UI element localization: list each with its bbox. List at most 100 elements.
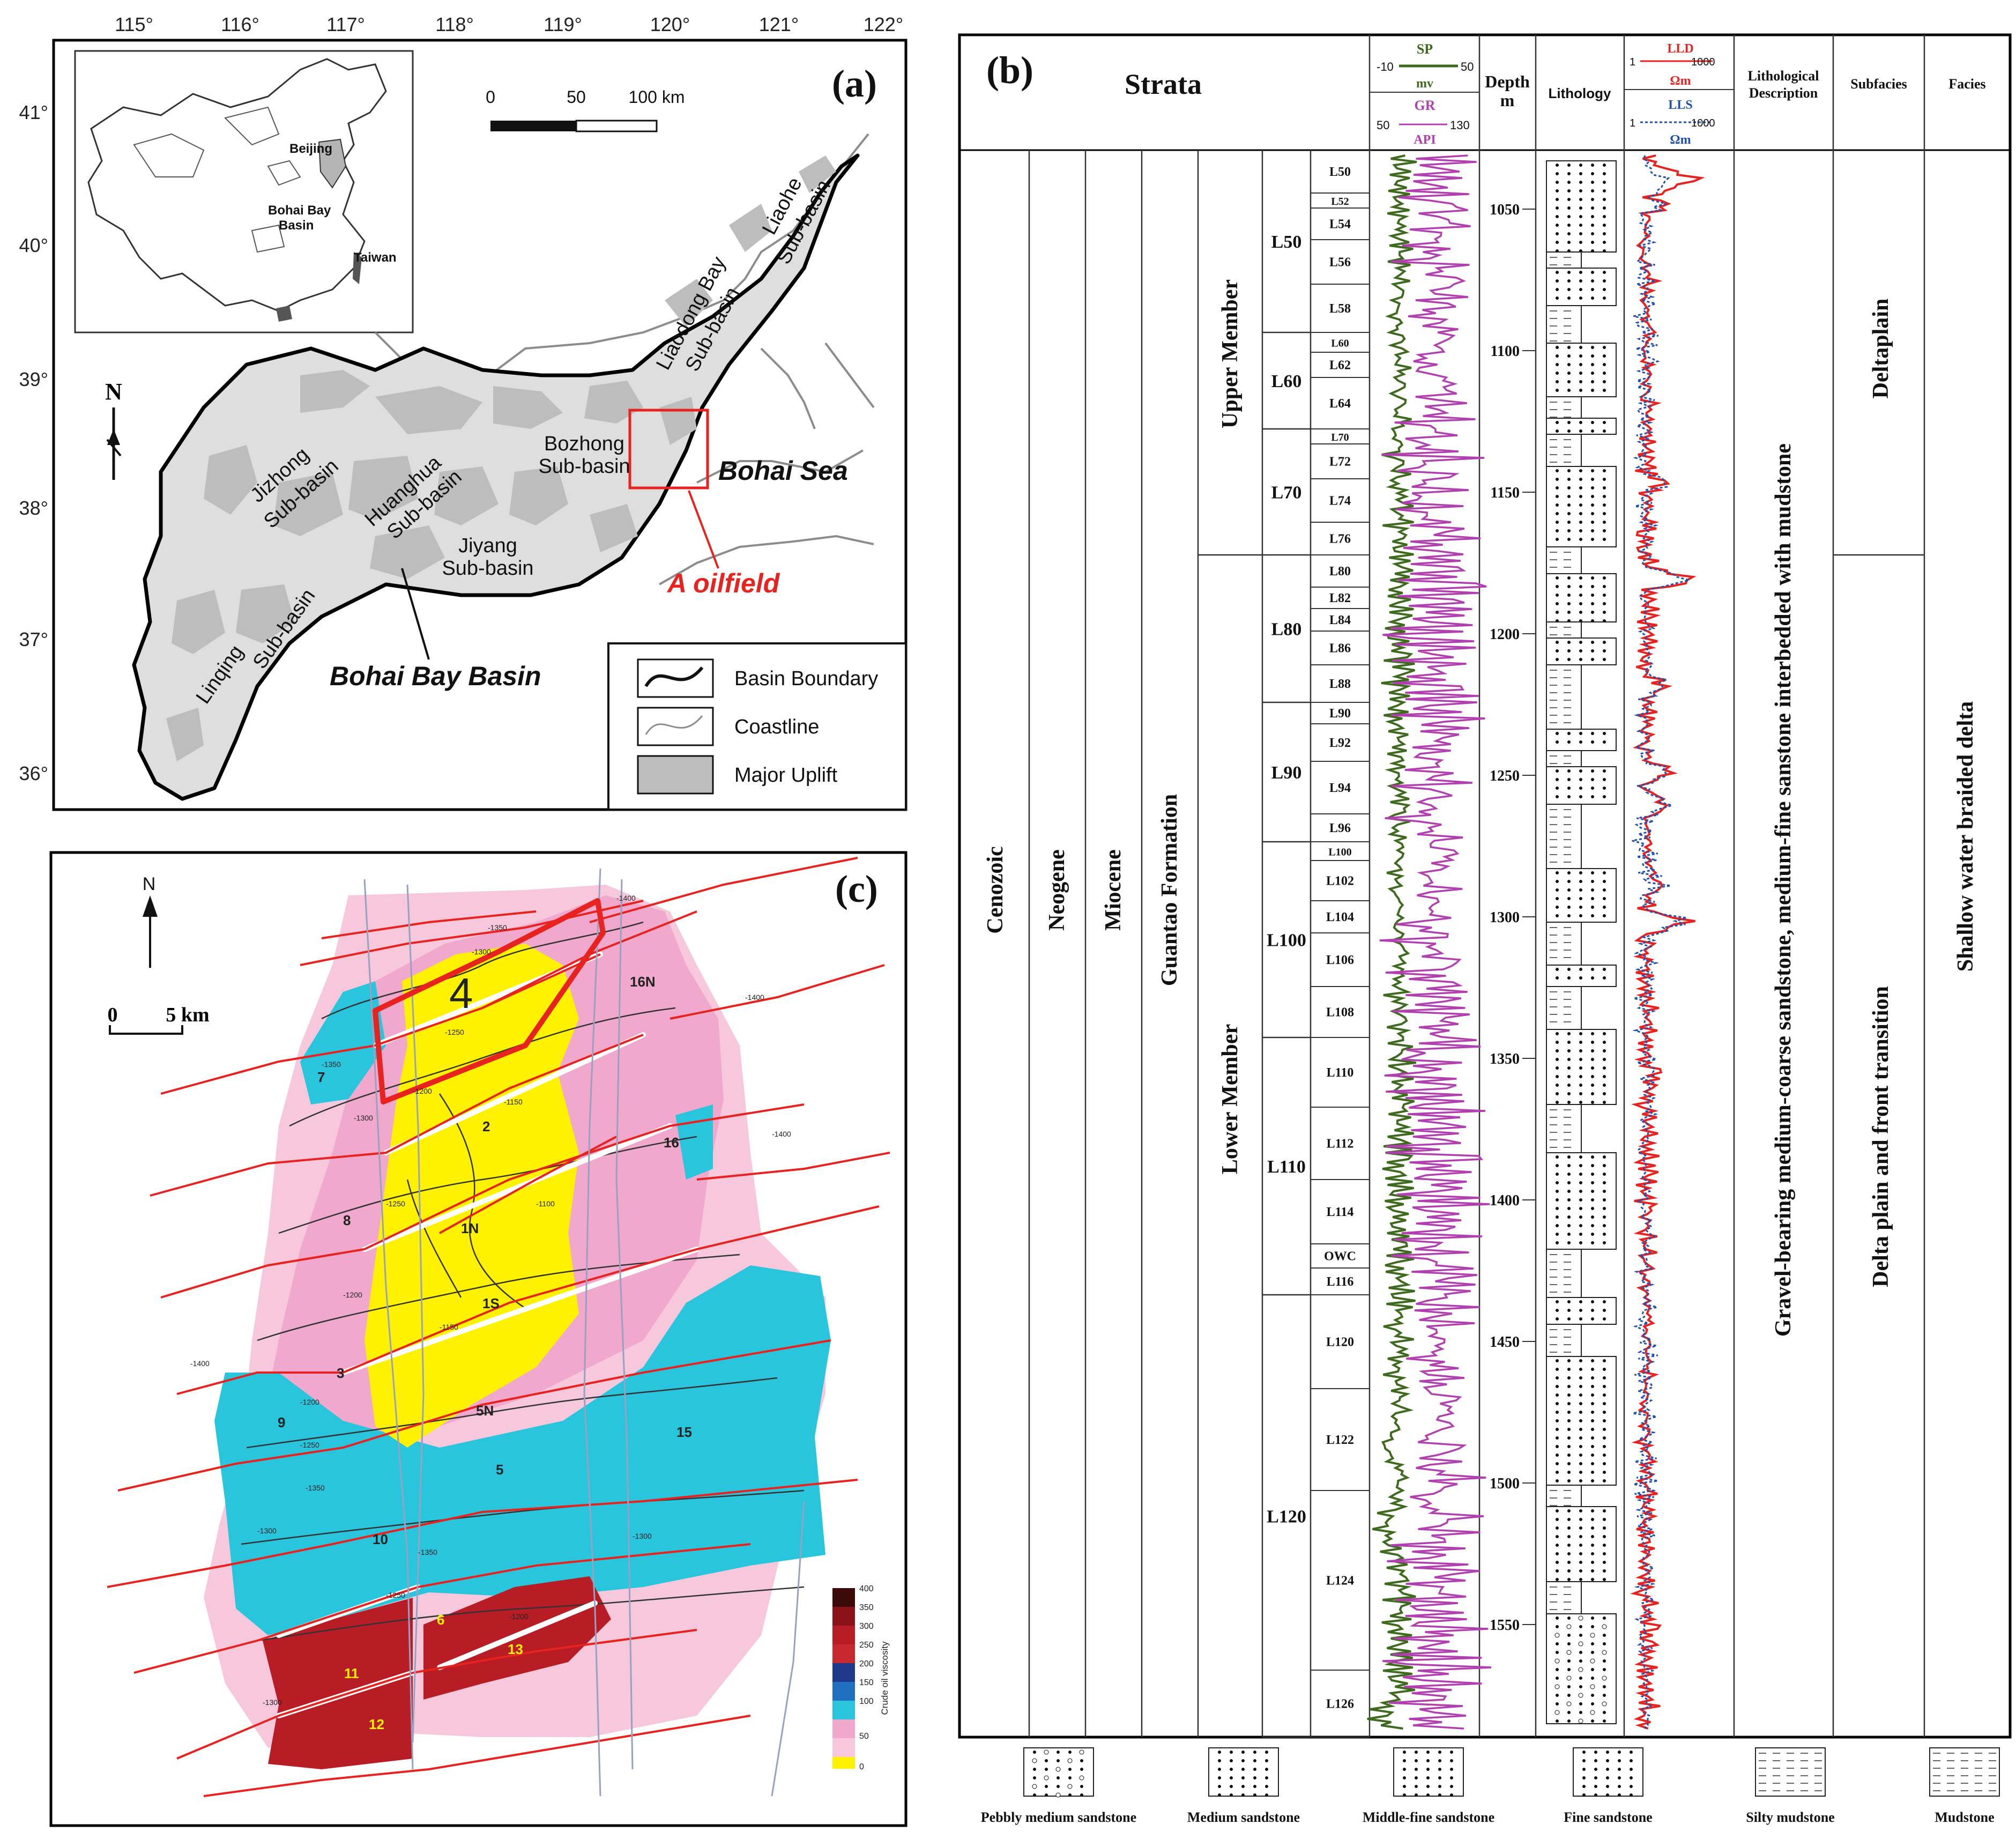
group-label: L90 [1271,763,1302,783]
label-formation: Guantao Formation [1157,794,1182,986]
svg-text:GR: GR [1415,98,1435,113]
svg-text:50: 50 [1461,60,1474,73]
block-2: 2 [482,1118,490,1134]
inset-map: Beijing Bohai Bay Basin Taiwan [74,50,414,333]
inset-label-taiwan: Taiwan [354,250,397,265]
column-dividers [1028,35,1925,1737]
basin-leader [401,568,430,660]
layer-label: L90 [1329,707,1351,721]
svg-text:-1300: -1300 [633,1532,652,1540]
block-4-outline [373,898,606,1104]
svg-text:400: 400 [859,1584,874,1593]
panel-a-label: (a) [832,62,877,105]
group-label: L50 [1271,232,1302,252]
svg-text:-1350: -1350 [418,1548,437,1556]
layer-label: L80 [1329,565,1351,579]
panel-a-map: 115° 116° 117° 118° 119° 120° 121° 122° … [19,13,907,811]
block-13: 13 [508,1641,523,1657]
subfacies-deltaplain: Deltaplain [1869,299,1893,399]
svg-text:-1400: -1400 [190,1359,210,1368]
lat-label: 37° [19,628,48,650]
svg-text:300: 300 [859,1622,874,1631]
header-facies: Facies [1948,76,1985,92]
svg-text:50: 50 [1377,118,1389,132]
block-16: 16 [664,1134,679,1151]
label-jiyang: Jiyang [458,535,517,557]
layer-label: L60 [1331,338,1349,350]
block-numbers-red: 6 13 11 12 [344,1612,523,1732]
layer-label: L88 [1329,677,1351,691]
svg-text:0: 0 [108,1004,118,1026]
layer-label: L70 [1331,432,1349,443]
block-1s: 1S [482,1295,500,1311]
svg-text:130: 130 [1450,118,1470,132]
svg-text:Ωm: Ωm [1670,74,1691,88]
layer-label: L96 [1329,821,1351,835]
depth-label: 1400 [1490,1192,1520,1209]
layer-label: L94 [1329,781,1351,795]
scale-bar: 0 50 100 km [486,87,685,132]
inset-region [251,224,285,253]
scale-label: 50 [567,87,586,107]
panel-b-label: (b) [986,49,1033,92]
block-8: 8 [343,1212,351,1228]
lon-label: 117° [326,13,365,35]
block-9: 9 [278,1414,285,1430]
svg-text:-1250: -1250 [386,1199,405,1208]
svg-text:-1300: -1300 [257,1526,277,1535]
label-lower-member: Lower Member [1218,1024,1243,1174]
lon-label: 120° [650,13,690,35]
layer-label: L92 [1329,736,1351,750]
contours [241,921,805,1642]
lithology-legend-item: Pebbly medium sandstone [981,1747,1136,1825]
label-bozhong: Bozhong [544,433,624,455]
lat-label: 40° [19,234,48,256]
layer-label: L126 [1326,1697,1354,1711]
group-label: L60 [1271,372,1302,391]
svg-text:-1200: -1200 [413,1087,432,1095]
block-5: 5 [496,1462,503,1478]
header-subfacies: Subfacies [1850,76,1907,92]
label-a-oilfield: A oilfield [666,568,780,598]
svg-text:-1350: -1350 [488,923,507,932]
header-strata: Strata [1125,68,1202,100]
header-desc-2: Description [1749,85,1818,101]
panel-c-map: 4 16N 7 2 16 8 1N 1S 3 9 5N 15 5 10 6 13… [49,851,907,1827]
lat-label: 39° [19,368,48,390]
svg-text:-1200: -1200 [300,1398,319,1406]
cyan-zone-nw [300,981,386,1104]
bohai-bay-basin-shape [318,138,347,189]
basin-boundary [132,153,860,801]
svg-text:-1250: -1250 [445,1028,464,1036]
block-numbers: 4 16N 7 2 16 8 1N 1S 3 9 5N 15 5 10 [278,969,692,1547]
depth-label: 1050 [1490,202,1520,218]
colorbar-title: Crude oil viscosity [880,1641,890,1715]
svg-text:-1200: -1200 [343,1291,362,1299]
lithology-legend-label: Pebbly medium sandstone [981,1810,1136,1825]
legend-major-uplift: Major Uplift [734,764,838,787]
svg-text:5 km: 5 km [166,1004,209,1026]
inset-label-bohai: Bohai Bay [268,203,331,218]
group-label: L80 [1271,620,1302,640]
lat-label: 36° [19,762,48,784]
panel-a-legend: Basin Boundary Coastline Major Uplift [607,642,907,811]
lithology-legend-item: Silty mudstone [1746,1747,1835,1825]
layer-label: L84 [1329,613,1351,627]
svg-text:1: 1 [1630,56,1635,68]
facies-label: Shallow water braided delta [1953,701,1978,972]
block-3: 3 [337,1365,344,1381]
layer-label: L82 [1329,591,1351,605]
svg-text:250: 250 [859,1641,874,1650]
scale-label: 100 km [629,87,685,107]
lon-label: 118° [435,13,474,35]
depth-label: 1150 [1491,485,1520,501]
svg-text:Ωm: Ωm [1670,133,1691,147]
svg-text:mv: mv [1416,77,1433,91]
label-bozhong-sub: Sub-basin [538,455,630,478]
log-curve [1632,155,1690,1730]
svg-text:1000: 1000 [1691,56,1715,68]
group-cells: L50 L60 L70 L80 L90 L100 L110 L120 [1262,232,1311,1738]
svg-text:-1200: -1200 [509,1612,529,1621]
layer-label: L86 [1329,642,1351,656]
